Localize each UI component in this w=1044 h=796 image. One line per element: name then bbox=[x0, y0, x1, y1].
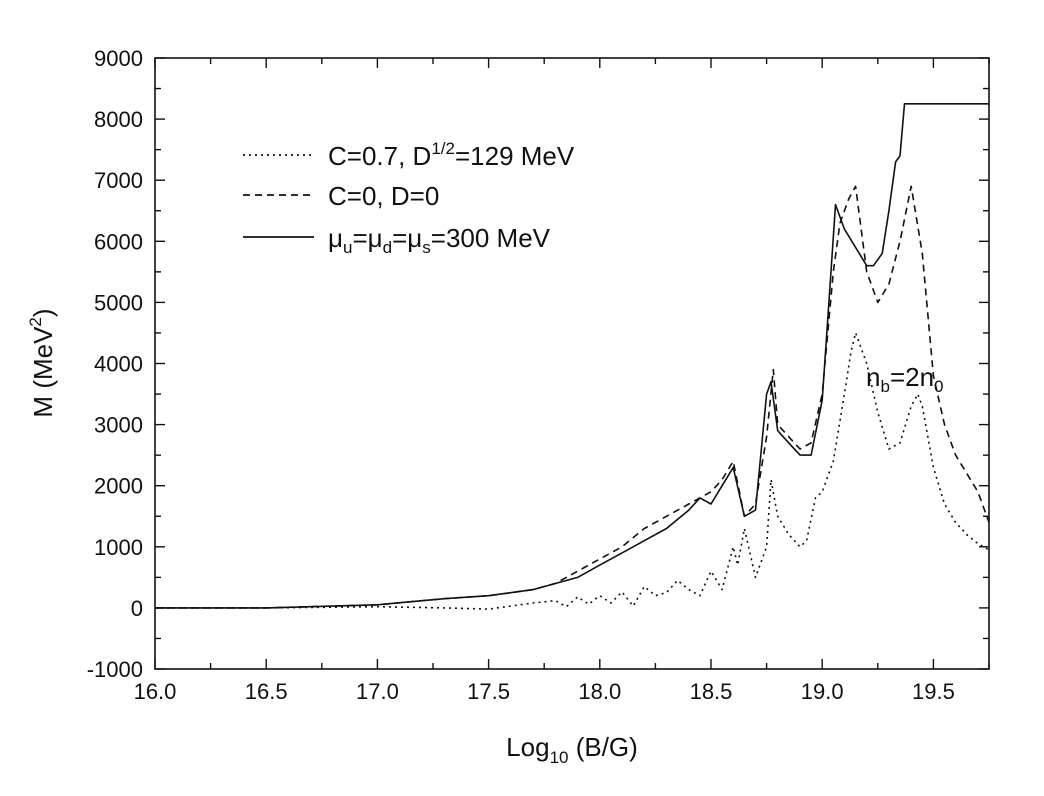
x-tick-label: 16.5 bbox=[245, 679, 288, 704]
x-tick-label: 17.5 bbox=[467, 679, 510, 704]
annotation-nb: nb=2n0 bbox=[866, 362, 944, 396]
legend: C=0.7, D1/2=129 MeV C=0, D=0 μu=μd=μs=30… bbox=[243, 139, 575, 257]
y-tick-label: 0 bbox=[131, 596, 143, 621]
x-tick-label: 19.5 bbox=[912, 679, 955, 704]
y-tick-label: -1000 bbox=[87, 657, 143, 682]
y-tick-label: 6000 bbox=[94, 229, 143, 254]
series-group bbox=[155, 103, 990, 610]
y-tick-label: 8000 bbox=[94, 107, 143, 132]
y-tick-labels: -1000 0 1000 2000 3000 4000 5000 6000 7000 8000 90… bbox=[87, 46, 143, 682]
y-tick-label: 7000 bbox=[94, 168, 143, 193]
y-axis-title: M (MeV2) bbox=[26, 308, 58, 417]
y-tick-label: 2000 bbox=[94, 474, 143, 499]
legend-label-dashed: C=0, D=0 bbox=[328, 181, 439, 211]
y-tick-label: 1000 bbox=[94, 535, 143, 560]
y-tick-label: 9000 bbox=[94, 46, 143, 71]
y-tick-label: 5000 bbox=[94, 290, 143, 315]
series-line-dashed bbox=[155, 185, 990, 609]
x-tick-label: 18.5 bbox=[690, 679, 733, 704]
y-tick-label: 3000 bbox=[94, 413, 143, 438]
x-tick-label: 16.0 bbox=[134, 679, 177, 704]
x-axis-title: Log10 (B/G) bbox=[506, 732, 638, 767]
series-line-solid bbox=[155, 103, 989, 609]
y-tick-label: 4000 bbox=[94, 352, 143, 377]
x-tick-label: 18.0 bbox=[578, 679, 621, 704]
legend-label-dotted: C=0.7, D1/2=129 MeV bbox=[328, 139, 575, 171]
x-tick-label: 17.0 bbox=[356, 679, 399, 704]
series-line-dotted bbox=[155, 332, 990, 610]
x-tick-labels: 16.0 16.5 17.0 17.5 18.0 18.5 19.0 19.5 bbox=[134, 679, 955, 704]
legend-label-solid: μu=μd=μs=300 MeV bbox=[328, 223, 551, 257]
x-tick-label: 19.0 bbox=[801, 679, 844, 704]
